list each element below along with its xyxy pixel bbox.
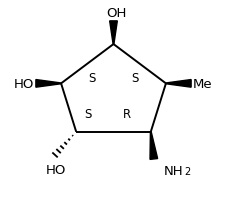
Polygon shape	[150, 132, 158, 160]
Polygon shape	[166, 80, 191, 88]
Text: NH: NH	[164, 164, 183, 177]
Text: 2: 2	[184, 166, 190, 176]
Polygon shape	[110, 22, 117, 45]
Text: HO: HO	[13, 78, 34, 90]
Text: S: S	[85, 108, 92, 121]
Text: OH: OH	[106, 7, 127, 20]
Text: R: R	[123, 108, 131, 121]
Text: S: S	[131, 72, 138, 84]
Text: HO: HO	[46, 163, 66, 176]
Text: S: S	[89, 72, 96, 84]
Text: Me: Me	[193, 78, 213, 90]
Polygon shape	[36, 80, 61, 88]
